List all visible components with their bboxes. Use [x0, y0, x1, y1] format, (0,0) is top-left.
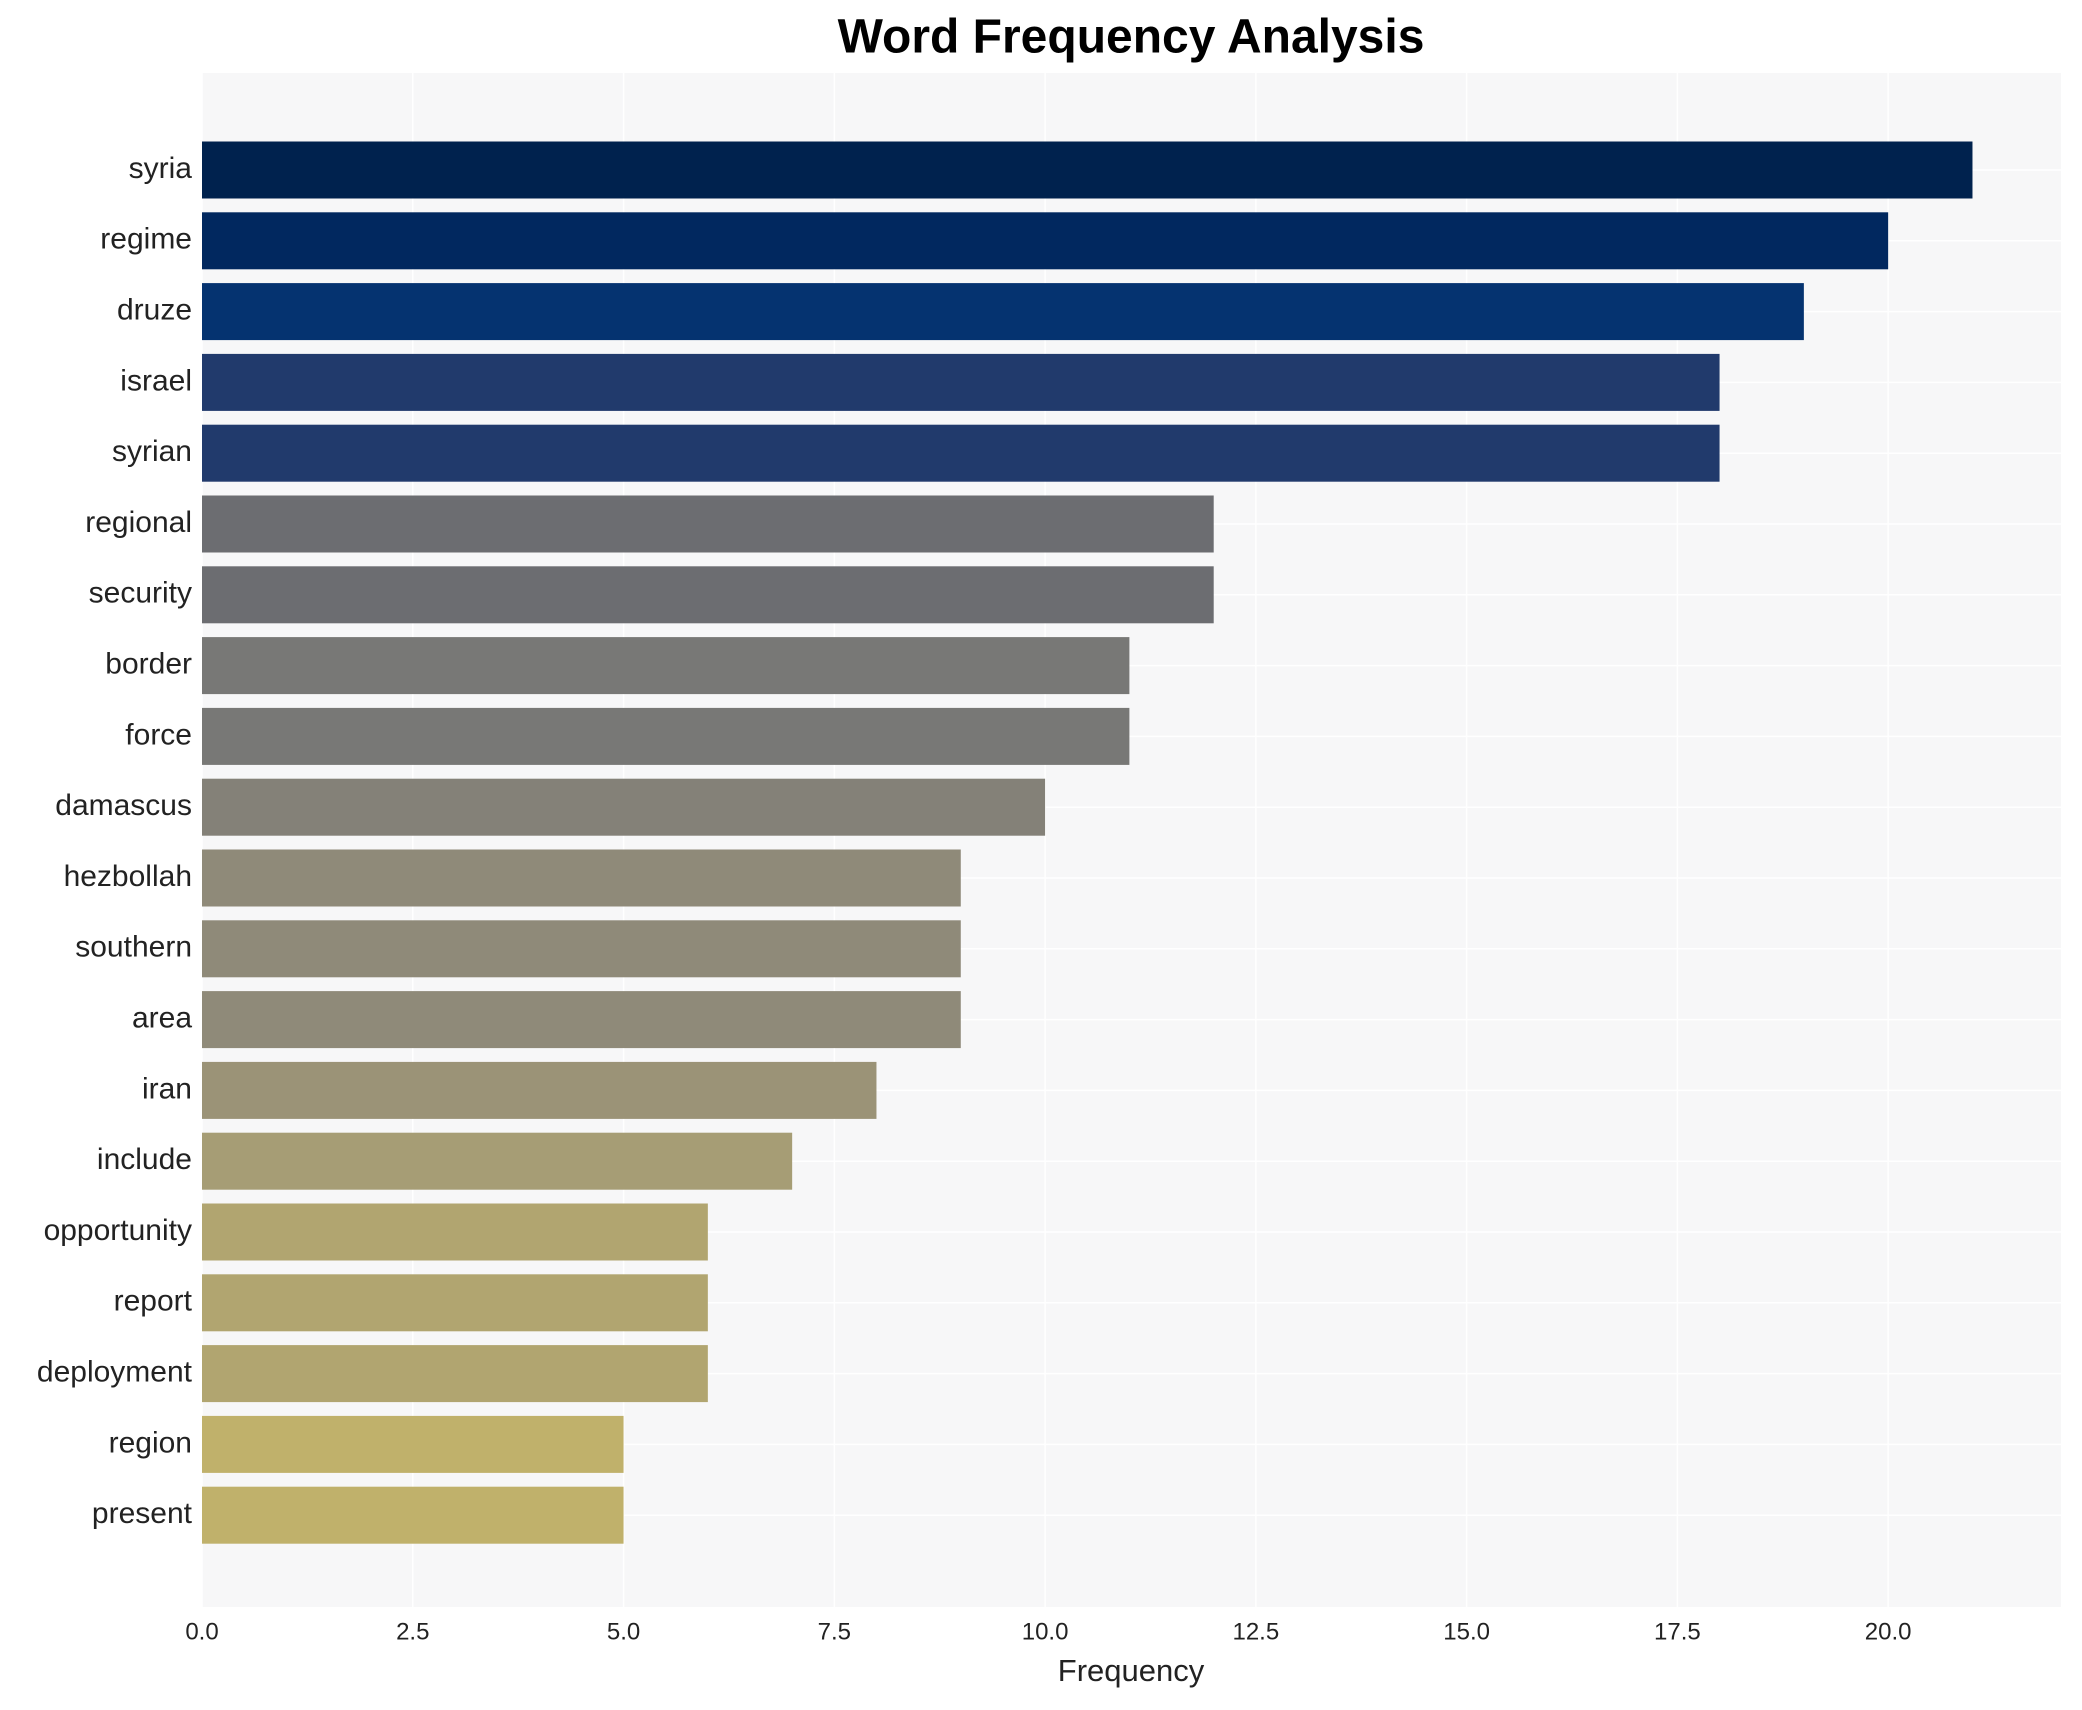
- bar: [202, 141, 1973, 199]
- y-tick-label: regime: [100, 223, 192, 256]
- y-tick-label: opportunity: [44, 1214, 192, 1247]
- bar: [202, 1486, 624, 1544]
- bar: [202, 1345, 708, 1403]
- x-tick-label: 17.5: [1654, 1618, 1701, 1645]
- bar: [202, 424, 1720, 482]
- bar: [202, 920, 961, 978]
- y-tick-label: damascus: [55, 789, 192, 822]
- bar: [202, 283, 1804, 341]
- bar: [202, 495, 1214, 553]
- y-tick-label: israel: [120, 364, 192, 397]
- chart-title: Word Frequency Analysis: [838, 11, 1425, 64]
- y-tick-label: present: [92, 1497, 193, 1530]
- bar: [202, 1274, 708, 1332]
- y-tick-label: include: [97, 1143, 192, 1176]
- bar: [202, 991, 961, 1049]
- y-tick-label: southern: [75, 931, 192, 964]
- x-tick-label: 20.0: [1865, 1618, 1912, 1645]
- y-tick-label: report: [114, 1285, 193, 1318]
- y-tick-label: force: [125, 718, 192, 751]
- y-tick-label: iran: [142, 1072, 192, 1105]
- x-tick-label: 10.0: [1022, 1618, 1069, 1645]
- y-tick-label: security: [89, 577, 192, 610]
- y-tick-label: syria: [129, 152, 193, 185]
- y-tick-label: border: [105, 648, 192, 681]
- bar: [202, 1203, 708, 1261]
- x-tick-label: 5.0: [607, 1618, 640, 1645]
- y-tick-label: deployment: [37, 1356, 193, 1389]
- bar: [202, 707, 1130, 765]
- y-tick-label: region: [109, 1426, 192, 1459]
- bar: [202, 212, 1889, 270]
- bar: [202, 353, 1720, 411]
- bar: [202, 1061, 877, 1119]
- x-axis-label: Frequency: [1058, 1653, 1205, 1688]
- y-tick-label: area: [132, 1002, 192, 1035]
- bar: [202, 1415, 624, 1473]
- bar: [202, 849, 961, 907]
- y-tick-label: regional: [85, 506, 192, 539]
- y-tick-label: hezbollah: [64, 860, 192, 893]
- y-tick-label: syrian: [112, 435, 192, 468]
- bar: [202, 778, 1046, 836]
- x-tick-label: 7.5: [818, 1618, 851, 1645]
- bar: [202, 1132, 793, 1190]
- bar: [202, 566, 1214, 624]
- y-tick-label: druze: [117, 294, 192, 327]
- bar: [202, 637, 1130, 695]
- x-tick-label: 12.5: [1232, 1618, 1279, 1645]
- x-tick-label: 2.5: [396, 1618, 429, 1645]
- x-tick-label: 0.0: [185, 1618, 218, 1645]
- x-tick-label: 15.0: [1443, 1618, 1490, 1645]
